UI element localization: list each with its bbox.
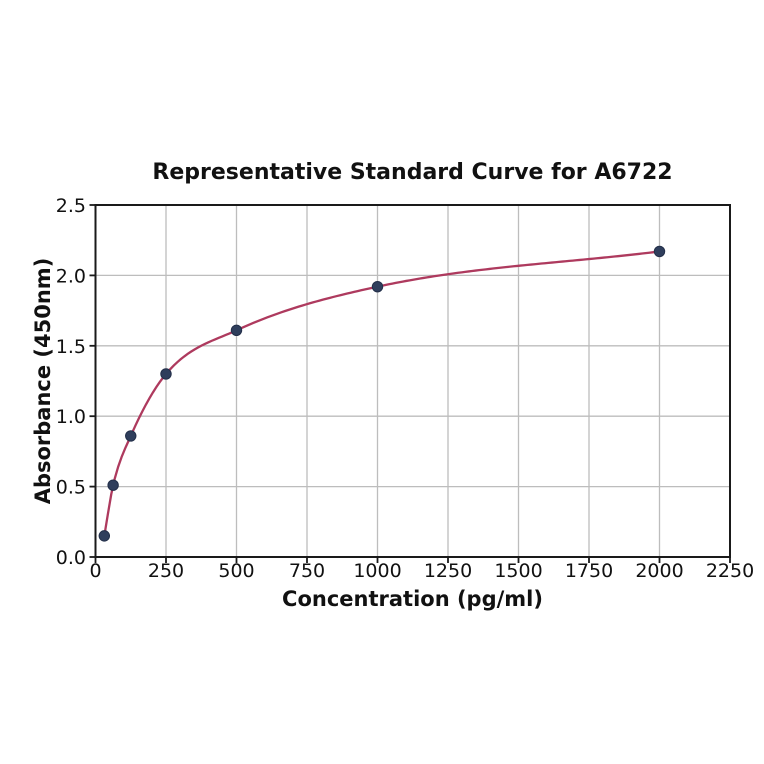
- y-tick-label: 2.5: [56, 195, 86, 217]
- series-layer: [98, 245, 666, 542]
- x-tick-label: 1750: [565, 560, 613, 582]
- standard-curve-line: [103, 250, 661, 538]
- y-tick-label: 2.0: [56, 265, 86, 287]
- plot-border: [94, 204, 731, 558]
- data-point: [371, 280, 384, 293]
- grid-layer: [94, 204, 731, 558]
- x-tick-label: 500: [218, 560, 254, 582]
- x-tick-label: 1250: [424, 560, 472, 582]
- x-tick-label: 750: [289, 560, 325, 582]
- axes-layer: [94, 204, 731, 558]
- data-point: [230, 324, 243, 337]
- data-point: [125, 430, 137, 442]
- y-tick-label: 0.0: [56, 547, 86, 569]
- y-tick-label: 1.0: [56, 406, 86, 428]
- y-axis-label: Absorbance (450nm): [31, 258, 55, 505]
- chart-title: Representative Standard Curve for A6722: [152, 160, 672, 185]
- ticks-layer: 0 250 500 750 1000 1250 1500 1750 2000 2250 0.0 0.5…: [56, 195, 754, 582]
- x-tick-label: 2250: [706, 560, 754, 582]
- data-point: [107, 479, 119, 491]
- data-point: [98, 530, 111, 542]
- y-tick-label: 0.5: [56, 477, 86, 499]
- x-tick-label: 250: [148, 560, 184, 582]
- x-axis-label: Concentration (pg/ml): [282, 587, 543, 611]
- y-tick-label: 1.5: [56, 336, 86, 358]
- data-point: [653, 245, 666, 258]
- data-point: [160, 368, 172, 380]
- x-tick-label: 0: [89, 560, 101, 582]
- x-tick-label: 1500: [494, 560, 542, 582]
- x-tick-label: 1000: [353, 560, 401, 582]
- x-tick-label: 2000: [635, 560, 683, 582]
